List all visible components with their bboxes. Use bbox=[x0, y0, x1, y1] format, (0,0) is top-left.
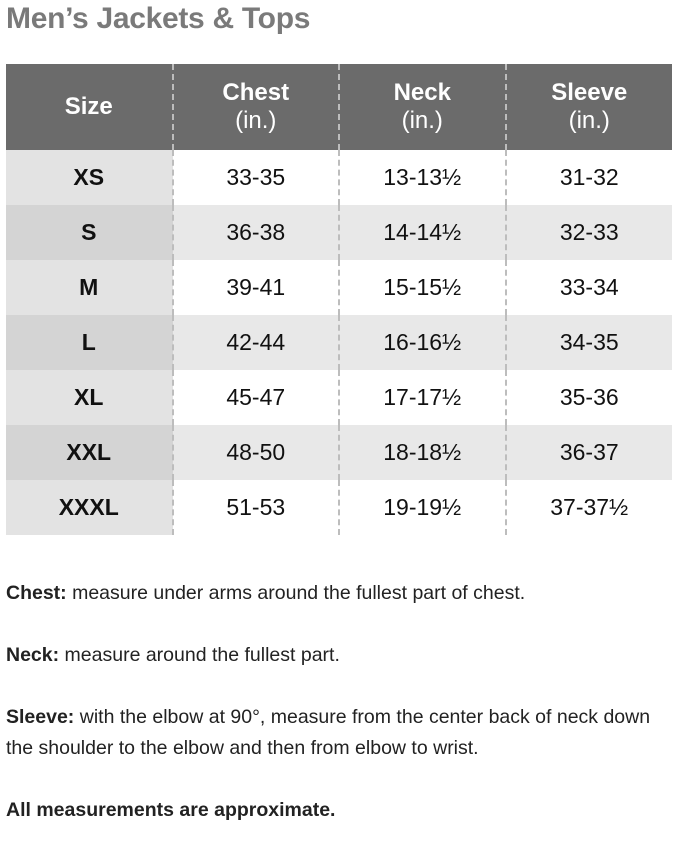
measurement-cell: 36-38 bbox=[171, 205, 339, 260]
measurement-cell: 35-36 bbox=[504, 370, 672, 425]
size-cell: XXL bbox=[6, 425, 173, 480]
column-label: Sleeve bbox=[551, 79, 628, 106]
table-row: S 36-38 14-14½ 32-33 bbox=[6, 205, 672, 260]
column-header: Sleeve (in.) bbox=[504, 64, 672, 150]
footer-text: All measurements are approximate. bbox=[6, 799, 336, 821]
notes: Chest: measure under arms around the ful… bbox=[6, 578, 674, 857]
unit: (in.) bbox=[401, 107, 443, 134]
size-table: Size Chest (in.) Neck (in.) Sleeve (in.) XS 33-3… bbox=[6, 64, 672, 535]
size-cell: XXXL bbox=[6, 480, 173, 535]
table-row: XXL 48-50 18-18½ 36-37 bbox=[6, 425, 672, 480]
size-cell: M bbox=[6, 260, 173, 315]
measurement-cell: 18-18½ bbox=[338, 425, 506, 480]
table-row: XXXL 51-53 19-19½ 37-37½ bbox=[6, 480, 672, 535]
measurement-cell: 31-32 bbox=[504, 150, 672, 205]
measurement-cell: 48-50 bbox=[171, 425, 339, 480]
note: Chest: measure under arms around the ful… bbox=[6, 578, 674, 609]
table-row: XL 45-47 17-17½ 35-36 bbox=[6, 370, 672, 425]
note-text: with the elbow at 90°, measure from the … bbox=[6, 706, 651, 759]
note: Sleeve: with the elbow at 90°, measure f… bbox=[6, 702, 674, 764]
table-row: M 39-41 15-15½ 33-34 bbox=[6, 260, 672, 315]
measurement-cell: 51-53 bbox=[171, 480, 339, 535]
measurement-cell: 15-15½ bbox=[338, 260, 506, 315]
size-cell: S bbox=[6, 205, 173, 260]
note-text: measure around the fullest part. bbox=[64, 644, 340, 666]
size-cell: L bbox=[6, 315, 173, 370]
size-cell: XS bbox=[6, 150, 173, 205]
column-header: Size bbox=[6, 64, 173, 150]
measurement-cell: 32-33 bbox=[504, 205, 672, 260]
note-term: Sleeve: bbox=[6, 706, 75, 728]
column-label: Neck bbox=[393, 79, 451, 106]
measurement-cell: 34-35 bbox=[504, 315, 672, 370]
unit: (in.) bbox=[568, 107, 610, 134]
note-term: Neck: bbox=[6, 644, 60, 666]
measurement-cell: 33-34 bbox=[504, 260, 672, 315]
measurement-cell: 39-41 bbox=[171, 260, 339, 315]
unit: (in.) bbox=[235, 107, 277, 134]
note-term: Chest: bbox=[6, 582, 67, 604]
size-cell: XL bbox=[6, 370, 173, 425]
note: Neck: measure around the fullest part. bbox=[6, 640, 674, 671]
measurement-cell: 17-17½ bbox=[338, 370, 506, 425]
column-header: Chest (in.) bbox=[171, 64, 339, 150]
header-row: Size Chest (in.) Neck (in.) Sleeve (in.) bbox=[6, 64, 672, 150]
table-row: L 42-44 16-16½ 34-35 bbox=[6, 315, 672, 370]
measurement-cell: 19-19½ bbox=[338, 480, 506, 535]
column-header: Neck (in.) bbox=[338, 64, 506, 150]
measurement-cell: 16-16½ bbox=[338, 315, 506, 370]
measurement-cell: 37-37½ bbox=[504, 480, 672, 535]
column-label: Size bbox=[64, 93, 113, 120]
measurement-cell: 13-13½ bbox=[338, 150, 506, 205]
note-text: measure under arms around the fullest pa… bbox=[72, 582, 526, 604]
title: Men’s Jackets & Tops bbox=[6, 2, 311, 35]
table-row: XS 33-35 13-13½ 31-32 bbox=[6, 150, 672, 205]
measurement-cell: 14-14½ bbox=[338, 205, 506, 260]
measurement-cell: 45-47 bbox=[171, 370, 339, 425]
footer-note: All measurements are approximate. bbox=[6, 795, 674, 826]
measurement-cell: 33-35 bbox=[171, 150, 339, 205]
measurement-cell: 36-37 bbox=[504, 425, 672, 480]
measurement-cell: 42-44 bbox=[171, 315, 339, 370]
column-label: Chest bbox=[222, 79, 290, 106]
